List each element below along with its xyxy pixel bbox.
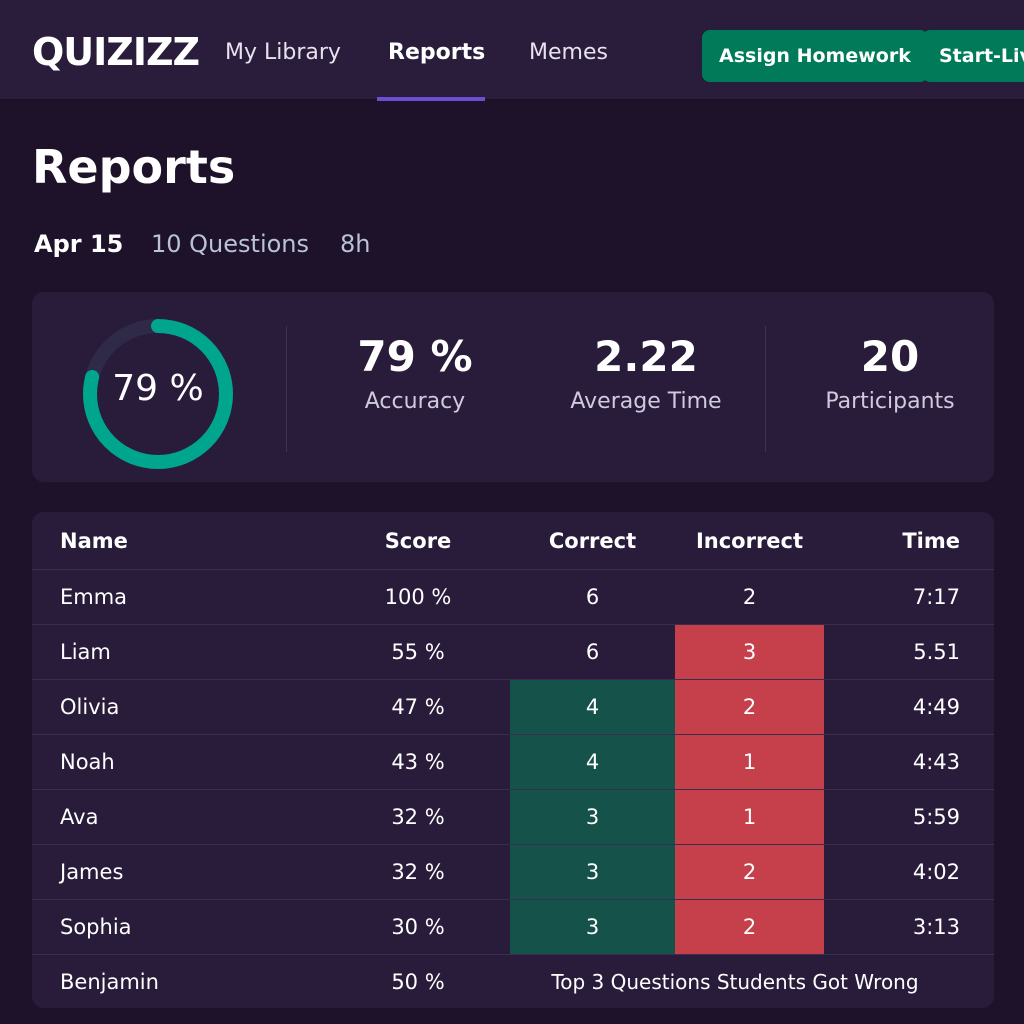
duration: 8h — [340, 230, 371, 258]
student-name: Sophia — [60, 915, 132, 939]
column-header-score[interactable]: Score — [384, 528, 452, 553]
accuracy-stat: 79 % Accuracy — [305, 332, 525, 414]
column-header-name[interactable]: Name — [60, 528, 128, 553]
divider — [765, 326, 766, 452]
correct-count: 3 — [510, 900, 675, 954]
student-score: 100 % — [384, 585, 452, 609]
table-row[interactable]: Noah 43 % 4 1 4:43 — [32, 734, 994, 789]
student-score: 32 % — [391, 805, 445, 829]
report-date: Apr 15 — [34, 230, 124, 258]
top-wrong-questions-heading: Top 3 Questions Students Got Wrong — [551, 970, 919, 994]
student-name: Olivia — [60, 695, 120, 719]
accuracy-ring-chart — [83, 319, 233, 469]
participants-label: Participants — [825, 389, 955, 414]
table-row[interactable]: Benjamin 50 % Top 3 Questions Students G… — [32, 954, 994, 1008]
participants-value: 20 — [860, 332, 920, 381]
table-row[interactable]: Sophia 30 % 3 2 3:13 — [32, 899, 994, 954]
table-row[interactable]: James 32 % 3 2 4:02 — [32, 844, 994, 899]
participants-stat: 20 Participants — [780, 332, 1000, 414]
student-score: 47 % — [391, 695, 445, 719]
ring-progress — [83, 319, 233, 469]
incorrect-count: 2 — [675, 845, 824, 899]
student-time: 7:17 — [912, 585, 960, 609]
active-tab-indicator — [377, 97, 485, 101]
incorrect-count: 2 — [742, 585, 757, 609]
start-live-button[interactable]: Start-Live — [922, 30, 1024, 82]
correct-count: 4 — [510, 680, 675, 734]
student-time: 4:43 — [912, 750, 960, 774]
top-nav-bar: QUIZIZZ My Library Reports Memes Assign … — [0, 0, 1024, 101]
incorrect-count: 1 — [675, 790, 824, 844]
table-row[interactable]: Emma 100 % 6 2 7:17 — [32, 569, 994, 624]
table-header-row: Name Score Correct Incorrect Time — [32, 512, 994, 569]
student-score: 55 % — [391, 640, 445, 664]
student-time: 5.51 — [913, 640, 960, 664]
column-header-incorrect[interactable]: Incorrect — [695, 528, 804, 553]
student-name: Noah — [60, 750, 115, 774]
quizizz-logo[interactable]: QUIZIZZ — [32, 30, 200, 74]
student-time: 5:59 — [912, 805, 960, 829]
incorrect-count: 2 — [675, 680, 824, 734]
accuracy-value: 79 % — [357, 332, 473, 381]
student-time: 4:02 — [912, 860, 960, 884]
student-name: James — [60, 860, 124, 884]
correct-count: 6 — [585, 585, 600, 609]
incorrect-count: 3 — [675, 625, 824, 679]
ring-label: 79 % — [112, 368, 204, 409]
correct-count: 4 — [510, 735, 675, 789]
incorrect-count: 2 — [675, 900, 824, 954]
table-row[interactable]: Liam 55 % 6 3 5.51 — [32, 624, 994, 679]
incorrect-count: 1 — [675, 735, 824, 789]
student-name: Benjamin — [60, 970, 159, 994]
table-row[interactable]: Olivia 47 % 4 2 4:49 — [32, 679, 994, 734]
table-row[interactable]: Ava 32 % 3 1 5:59 — [32, 789, 994, 844]
assign-homework-button[interactable]: Assign Homework — [702, 30, 928, 82]
question-count: 10 Questions — [151, 230, 310, 258]
student-score: 50 % — [391, 970, 445, 994]
accuracy-label: Accuracy — [364, 389, 466, 414]
student-name: Emma — [60, 585, 128, 609]
correct-count: 6 — [585, 640, 600, 664]
nav-memes[interactable]: Memes — [529, 40, 608, 65]
column-header-time[interactable]: Time — [902, 528, 960, 553]
nav-my-library[interactable]: My Library — [225, 40, 341, 65]
student-score: 43 % — [391, 750, 445, 774]
average-time-label: Average Time — [570, 389, 722, 414]
nav-reports[interactable]: Reports — [388, 40, 486, 65]
column-header-correct[interactable]: Correct — [548, 528, 637, 553]
average-time-value: 2.22 — [594, 332, 698, 381]
average-time-stat: 2.22 Average Time — [536, 332, 756, 414]
correct-count: 3 — [510, 790, 675, 844]
correct-count: 3 — [510, 845, 675, 899]
student-time: 4:49 — [912, 695, 960, 719]
student-name: Liam — [60, 640, 111, 664]
page-title: Reports — [32, 140, 236, 194]
student-time: 3:13 — [912, 915, 960, 939]
divider — [286, 326, 287, 452]
students-table: Name Score Correct Incorrect Time Benjam… — [32, 512, 994, 1008]
student-name: Ava — [60, 805, 99, 829]
student-score: 32 % — [391, 860, 445, 884]
summary-card: 79 % 79 % Accuracy 2.22 Average Time 20 … — [32, 292, 994, 482]
student-score: 30 % — [391, 915, 445, 939]
